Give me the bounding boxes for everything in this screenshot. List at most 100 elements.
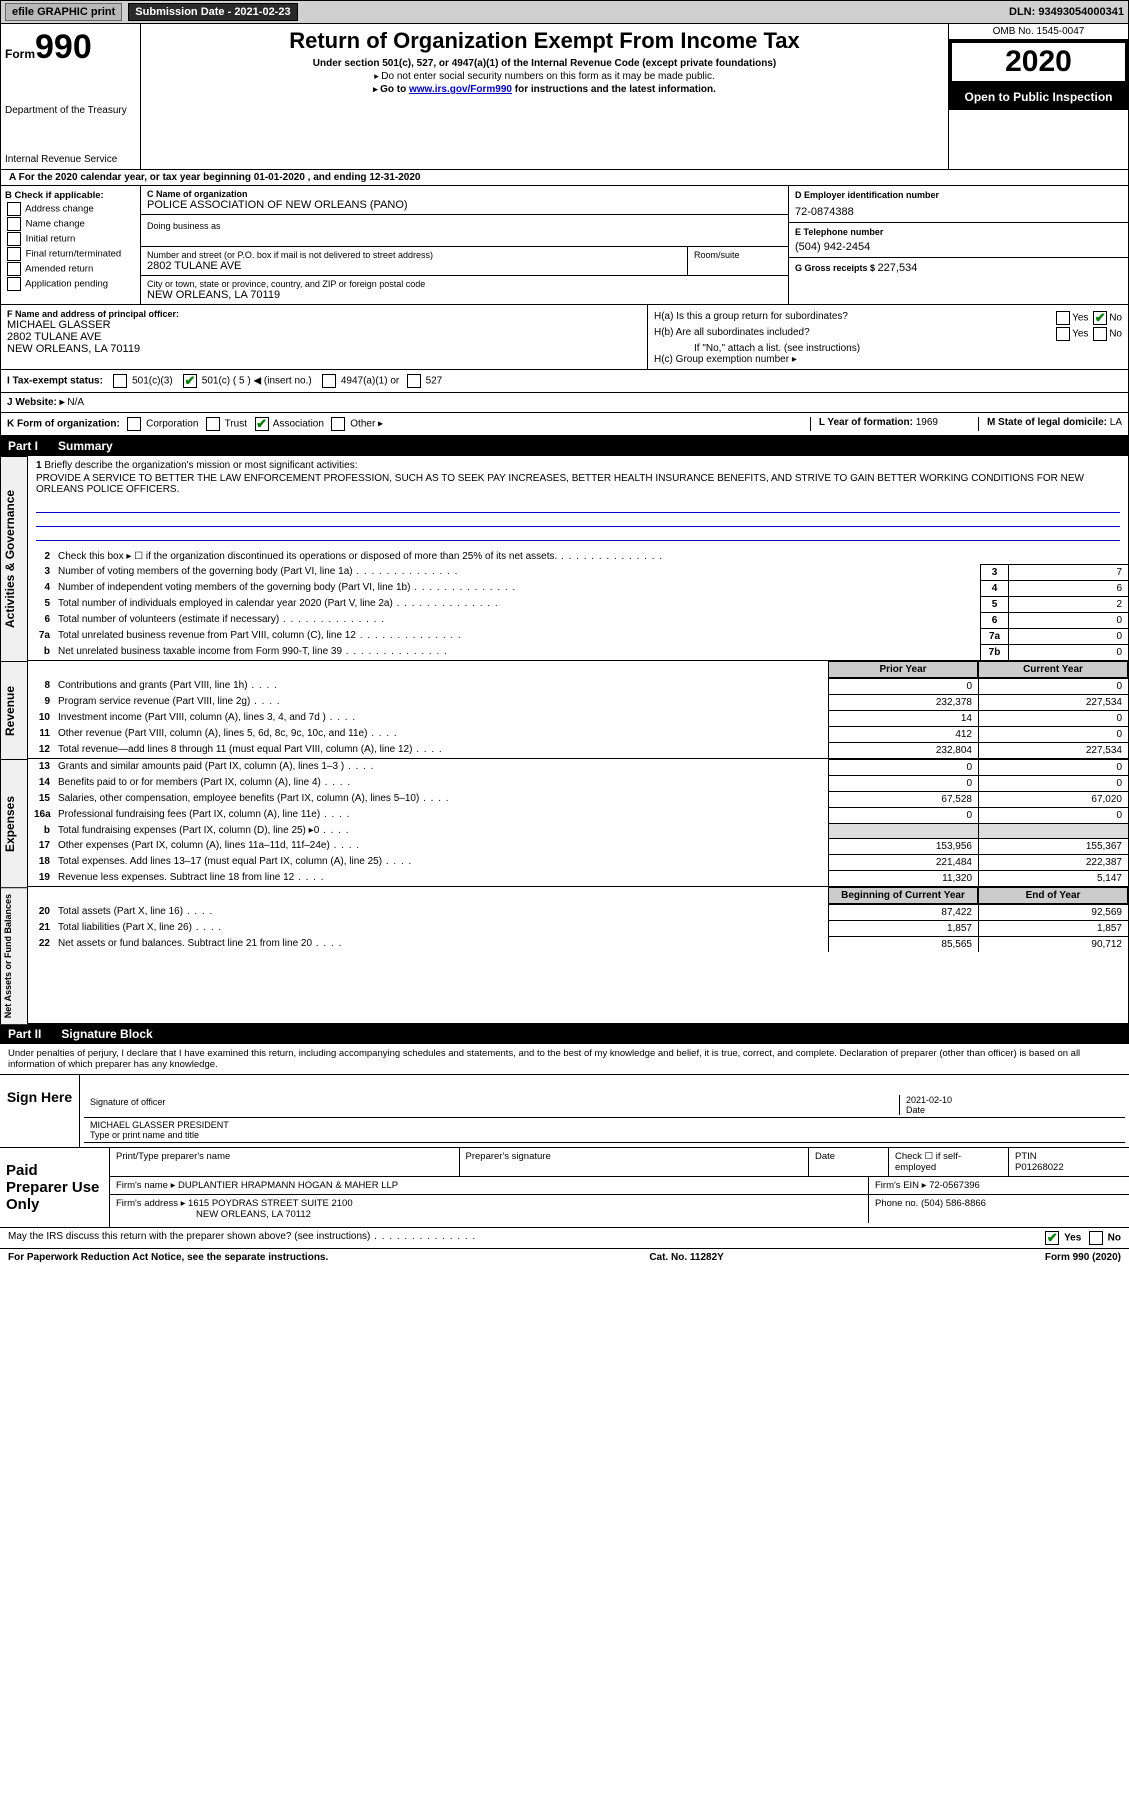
side-revenue: Revenue xyxy=(0,661,28,759)
officer-city: NEW ORLEANS, LA 70119 xyxy=(7,343,641,355)
top-bar: efile GRAPHIC print Submission Date - 20… xyxy=(0,0,1129,24)
row-label: Total number of individuals employed in … xyxy=(56,596,980,612)
4947[interactable]: 4947(a)(1) or xyxy=(341,376,399,387)
financial-row: 10 Investment income (Part VIII, column … xyxy=(28,710,1128,726)
gov-row: 4 Number of independent voting members o… xyxy=(28,580,1128,596)
hb-yes[interactable]: Yes xyxy=(1072,329,1088,340)
c-label: C Name of organization xyxy=(147,189,782,199)
efile-graphic-label[interactable]: efile GRAPHIC print xyxy=(5,3,122,21)
row-num: 2 xyxy=(28,549,56,564)
firm-name: DUPLANTIER HRAPMANN HOGAN & MAHER LLP xyxy=(178,1180,398,1191)
current-value: 227,534 xyxy=(978,694,1128,710)
prior-value: 232,378 xyxy=(828,694,978,710)
form-number-block: Form990 Department of the Treasury Inter… xyxy=(1,24,141,169)
gov-row: 5 Total number of individuals employed i… xyxy=(28,596,1128,612)
financial-row: 9 Program service revenue (Part VIII, li… xyxy=(28,694,1128,710)
b-label: B Check if applicable: xyxy=(5,190,136,201)
row-num: 12 xyxy=(28,742,56,758)
mission-n: 1 xyxy=(36,460,42,471)
row-num: 14 xyxy=(28,775,56,791)
e-phone-label: E Telephone number xyxy=(795,227,1122,237)
chk-pending[interactable]: Application pending xyxy=(25,279,108,290)
ptin-value: P01268022 xyxy=(1015,1162,1064,1173)
year-formed: 1969 xyxy=(916,417,938,428)
current-value: 0 xyxy=(978,710,1128,726)
beginning-year-header: Beginning of Current Year xyxy=(828,887,978,904)
prior-value: 232,804 xyxy=(828,742,978,758)
sig-officer-label: Signature of officer xyxy=(90,1097,899,1107)
row-label: Program service revenue (Part VIII, line… xyxy=(56,694,828,710)
501c3[interactable]: 501(c)(3) xyxy=(132,376,173,387)
financial-row: 13 Grants and similar amounts paid (Part… xyxy=(28,759,1128,775)
firm-ein-label: Firm's EIN ▸ xyxy=(875,1180,929,1191)
print-name-label: Type or print name and title xyxy=(90,1130,899,1140)
ha-no[interactable]: No xyxy=(1109,313,1122,324)
hb-no[interactable]: No xyxy=(1109,329,1122,340)
irs-link[interactable]: www.irs.gov/Form990 xyxy=(409,84,512,95)
chk-initial[interactable]: Initial return xyxy=(26,234,76,245)
form-number: 990 xyxy=(35,28,92,66)
chk-address[interactable]: Address change xyxy=(25,204,94,215)
k-corp[interactable]: Corporation xyxy=(146,419,198,430)
row-value: 0 xyxy=(1008,644,1128,660)
row-num: 16a xyxy=(28,807,56,823)
row-label: Total expenses. Add lines 13–17 (must eq… xyxy=(56,854,828,870)
row-label: Number of independent voting members of … xyxy=(56,580,980,596)
chk-name[interactable]: Name change xyxy=(26,219,85,230)
city-label: City or town, state or province, country… xyxy=(147,279,782,289)
row-num: 6 xyxy=(28,612,56,628)
k-other[interactable]: Other ▸ xyxy=(350,419,383,430)
line-a-tax-year: A For the 2020 calendar year, or tax yea… xyxy=(0,170,1129,186)
side-net-assets: Net Assets or Fund Balances xyxy=(0,887,28,1024)
k-trust[interactable]: Trust xyxy=(225,419,247,430)
goto-suffix: for instructions and the latest informat… xyxy=(512,84,716,95)
domicile: LA xyxy=(1110,417,1122,428)
discuss-yes[interactable]: Yes xyxy=(1064,1233,1081,1244)
side-governance: Activities & Governance xyxy=(0,456,28,661)
row-box: 5 xyxy=(980,596,1008,612)
current-value: 0 xyxy=(978,775,1128,791)
financial-row: 18 Total expenses. Add lines 13–17 (must… xyxy=(28,854,1128,870)
current-year-header: Current Year xyxy=(978,661,1128,678)
ha-yes[interactable]: Yes xyxy=(1072,313,1088,324)
current-value: 155,367 xyxy=(978,838,1128,854)
submission-date-label: Submission Date - 2021-02-23 xyxy=(128,3,297,21)
street-label: Number and street (or P.O. box if mail i… xyxy=(147,250,681,260)
cat-no: Cat. No. 11282Y xyxy=(649,1252,723,1263)
current-value: 0 xyxy=(978,726,1128,742)
row-label: Other revenue (Part VIII, column (A), li… xyxy=(56,726,828,742)
row-num: 18 xyxy=(28,854,56,870)
row-num: 15 xyxy=(28,791,56,807)
officer-print-name: MICHAEL GLASSER PRESIDENT xyxy=(90,1120,899,1130)
financial-row: b Total fundraising expenses (Part IX, c… xyxy=(28,823,1128,838)
prior-value: 412 xyxy=(828,726,978,742)
discuss-no[interactable]: No xyxy=(1108,1233,1121,1244)
501c[interactable]: 501(c) ( 5 ) ◀ (insert no.) xyxy=(202,376,312,387)
ha-label: H(a) Is this a group return for subordin… xyxy=(654,311,848,325)
part1-header: Part I Summary xyxy=(0,436,1129,456)
row-label: Benefits paid to or for members (Part IX… xyxy=(56,775,828,791)
mission-label: Briefly describe the organization's miss… xyxy=(44,460,357,471)
row-label: Investment income (Part VIII, column (A)… xyxy=(56,710,828,726)
dept-label: Department of the Treasury xyxy=(5,105,136,116)
row-label: Net unrelated business taxable income fr… xyxy=(56,644,980,660)
org-name: POLICE ASSOCIATION OF NEW ORLEANS (PANO) xyxy=(147,199,782,211)
row-box: 6 xyxy=(980,612,1008,628)
527[interactable]: 527 xyxy=(426,376,443,387)
paperwork-text: For Paperwork Reduction Act Notice, see … xyxy=(8,1252,328,1263)
tax-exempt-row: I Tax-exempt status: 501(c)(3) 501(c) ( … xyxy=(0,370,1129,393)
prep-sig-header: Preparer's signature xyxy=(460,1148,810,1176)
chk-amended[interactable]: Amended return xyxy=(25,264,93,275)
form-org-row: K Form of organization: Corporation Trus… xyxy=(0,413,1129,436)
row-num: b xyxy=(28,823,56,838)
financial-row: 14 Benefits paid to or for members (Part… xyxy=(28,775,1128,791)
open-to-public: Open to Public Inspection xyxy=(949,84,1128,110)
chk-final[interactable]: Final return/terminated xyxy=(26,249,122,260)
prep-name-header: Print/Type preparer's name xyxy=(110,1148,460,1176)
form-header: Form990 Department of the Treasury Inter… xyxy=(0,24,1129,170)
k-assoc[interactable]: Association xyxy=(273,419,324,430)
prior-value: 0 xyxy=(828,678,978,694)
row-label: Professional fundraising fees (Part IX, … xyxy=(56,807,828,823)
part1-num: Part I xyxy=(8,439,38,453)
subtitle: Under section 501(c), 527, or 4947(a)(1)… xyxy=(149,58,940,69)
